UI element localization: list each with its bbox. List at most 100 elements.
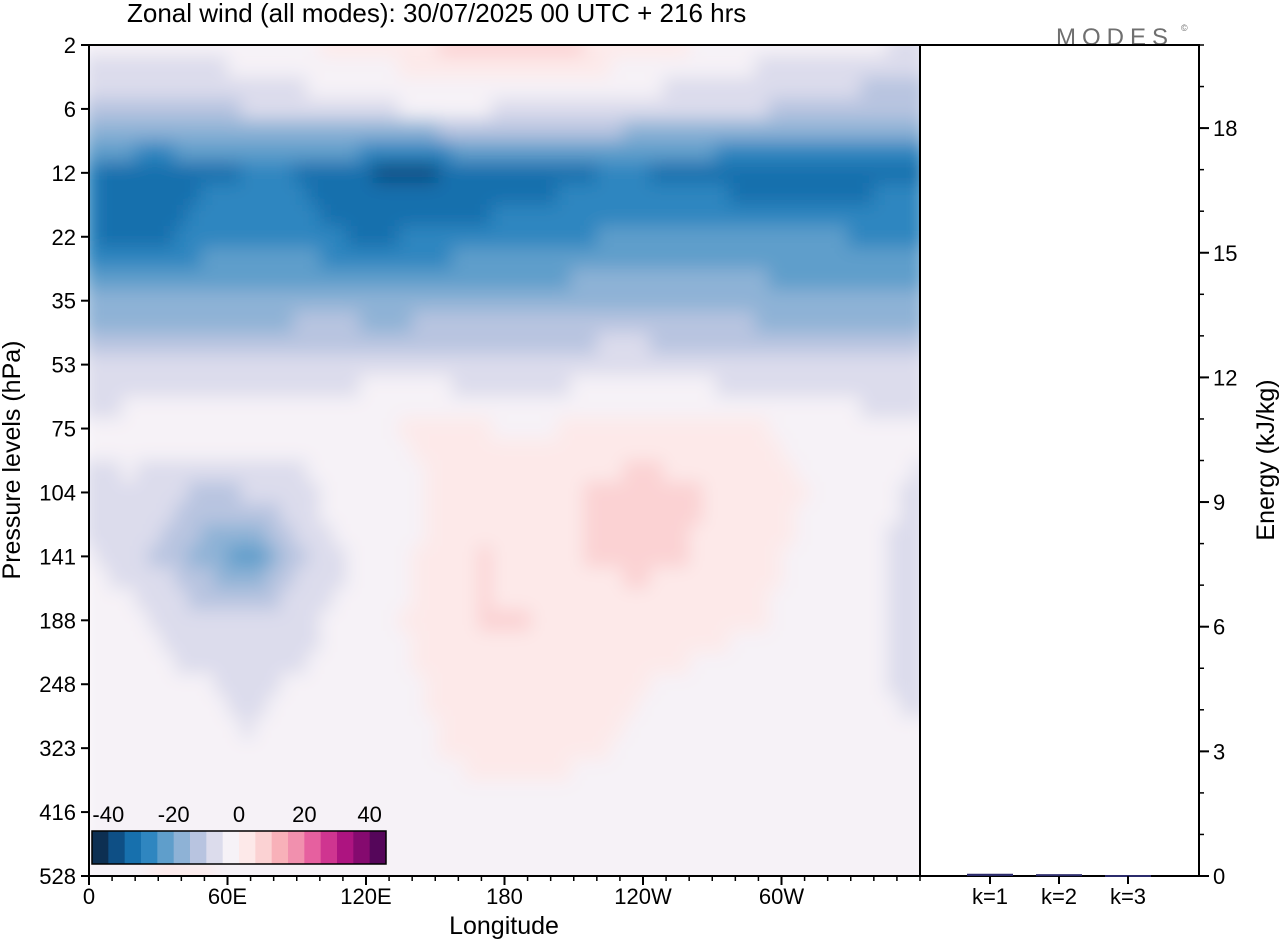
wind-cell xyxy=(662,673,677,696)
wind-cell xyxy=(623,801,638,824)
wind-cell xyxy=(794,801,809,824)
wind-cell xyxy=(873,844,888,867)
wind-cell xyxy=(491,801,506,824)
wind-cell xyxy=(570,631,585,654)
wind-cell xyxy=(240,567,255,590)
wind-cell xyxy=(676,268,691,291)
wind-cell xyxy=(346,375,361,398)
wind-cell xyxy=(359,140,374,164)
wind-cell xyxy=(662,694,677,718)
wind-cell xyxy=(676,503,691,526)
wind-cell xyxy=(491,716,506,739)
wind-cell xyxy=(253,290,269,313)
wind-cell xyxy=(807,758,823,782)
wind-cell xyxy=(728,694,743,718)
wind-cell xyxy=(583,417,598,441)
wind-cell xyxy=(900,55,915,78)
wind-cell xyxy=(464,481,480,505)
wind-cell xyxy=(900,226,915,249)
wind-cell xyxy=(464,609,480,632)
wind-cell xyxy=(781,311,796,334)
energy-panel-frame xyxy=(919,44,1200,877)
wind-cell xyxy=(900,844,915,867)
wind-cell xyxy=(504,247,519,270)
wind-cell xyxy=(95,588,110,611)
wind-cell xyxy=(333,865,348,876)
wind-cell xyxy=(860,652,875,675)
wind-cell xyxy=(187,140,203,164)
wind-cell xyxy=(451,417,466,441)
wind-cell xyxy=(399,481,414,505)
wind-cell xyxy=(359,716,374,739)
wind-cell xyxy=(755,332,770,355)
wind-cell xyxy=(108,162,123,185)
wind-cell xyxy=(544,865,559,876)
wind-cell xyxy=(583,588,598,611)
wind-cell xyxy=(451,290,466,313)
wind-cell xyxy=(504,98,519,121)
wind-cell xyxy=(267,780,282,803)
wind-cell xyxy=(807,354,823,377)
wind-cell xyxy=(504,822,519,845)
wind-cell xyxy=(887,183,902,206)
wind-cell xyxy=(122,758,137,782)
wind-cell xyxy=(148,545,163,568)
wind-cell xyxy=(148,226,163,249)
wind-cell xyxy=(768,311,783,334)
wind-cell xyxy=(741,822,757,845)
wind-cell xyxy=(201,268,216,291)
wind-cell xyxy=(689,524,704,547)
wind-cell xyxy=(913,694,920,718)
wind-cell xyxy=(464,503,480,526)
wind-cell xyxy=(148,439,163,462)
wind-cell xyxy=(372,652,387,675)
wind-cell xyxy=(728,268,743,291)
wind-cell xyxy=(187,652,203,675)
wind-cell xyxy=(662,162,677,185)
wind-cell xyxy=(267,77,282,100)
wind-cell xyxy=(187,183,203,206)
wind-cell xyxy=(689,162,704,185)
wind-cell xyxy=(504,396,519,419)
wind-cell xyxy=(649,673,664,696)
wind-cell xyxy=(267,758,282,782)
wind-cell xyxy=(227,737,242,760)
wind-cell xyxy=(517,55,532,78)
wind-cell xyxy=(676,673,691,696)
wind-cell xyxy=(491,247,506,270)
wind-cell xyxy=(623,652,638,675)
wind-cell xyxy=(122,204,137,228)
wind-cell xyxy=(755,737,770,760)
wind-cell xyxy=(847,737,862,760)
wind-cell xyxy=(293,290,308,313)
wind-cell xyxy=(280,503,295,526)
wind-cell xyxy=(887,716,902,739)
wind-cell xyxy=(267,45,282,57)
wind-cell xyxy=(464,844,480,867)
wind-cell xyxy=(662,140,677,164)
wind-cell xyxy=(913,481,920,505)
wind-cell xyxy=(187,332,203,355)
wind-cell xyxy=(781,354,796,377)
wind-cell xyxy=(201,311,216,334)
wind-cell xyxy=(860,268,875,291)
wind-cell xyxy=(412,439,427,462)
wind-cell xyxy=(135,780,150,803)
wind-cell xyxy=(253,354,269,377)
wind-cell xyxy=(596,290,611,313)
wind-cell xyxy=(741,758,757,782)
wind-cell xyxy=(464,673,480,696)
wind-cell xyxy=(900,439,915,462)
wind-cell xyxy=(689,247,704,270)
wind-cell xyxy=(399,524,414,547)
wind-cell xyxy=(451,780,466,803)
wind-cell xyxy=(187,98,203,121)
wind-cell xyxy=(728,311,743,334)
wind-cell xyxy=(636,204,651,228)
wind-cell xyxy=(821,417,836,441)
wind-cell xyxy=(913,652,920,675)
wind-cell xyxy=(794,77,809,100)
wind-cell xyxy=(464,631,480,654)
wind-cell xyxy=(570,758,585,782)
wind-cell xyxy=(794,460,809,483)
